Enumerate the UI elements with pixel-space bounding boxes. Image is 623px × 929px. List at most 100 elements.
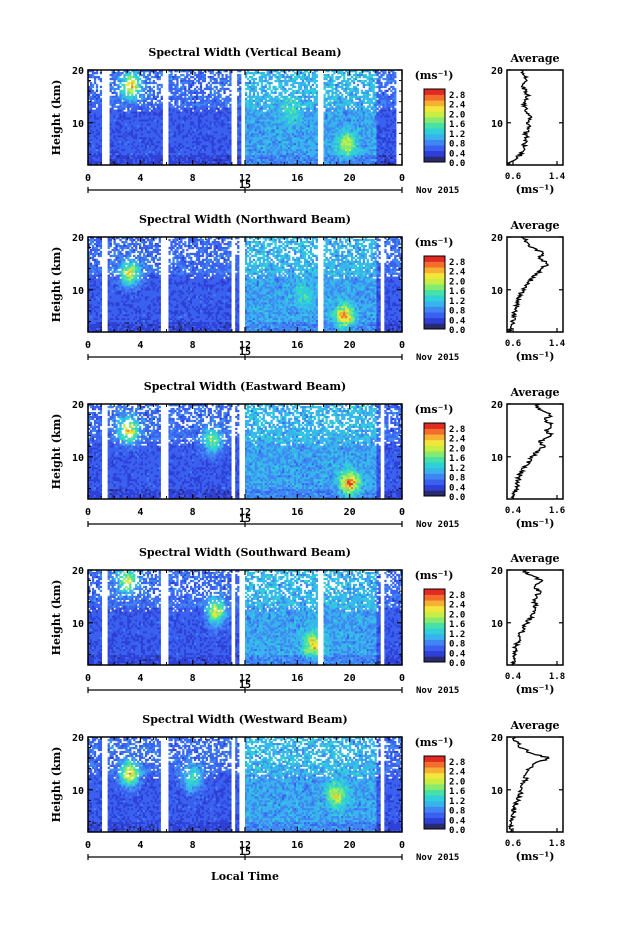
heatmap-cell (139, 133, 142, 136)
heatmap-cell (339, 81, 342, 85)
heatmap-cell (129, 73, 132, 77)
heatmap-cell (119, 151, 122, 154)
heatmap-cell (184, 103, 187, 106)
heatmap-cell (109, 131, 112, 134)
heatmap-cell (197, 143, 201, 146)
heatmap-cell (89, 103, 93, 106)
heatmap-cell (158, 75, 161, 79)
heatmap-cell (299, 153, 303, 156)
heatmap-cell (139, 113, 142, 116)
heatmap-cell (294, 111, 297, 114)
heatmap-cell (131, 79, 134, 83)
heatmap-cell (160, 147, 163, 150)
heatmap-cell (97, 77, 101, 81)
heatmap-cell (117, 139, 120, 142)
heatmap-cell (150, 113, 154, 116)
heatmap-cell (91, 111, 95, 114)
heatmap-cell (221, 147, 224, 150)
heatmap-cell (201, 119, 205, 122)
heatmap-cell (172, 163, 175, 166)
heatmap-cell (174, 145, 177, 148)
heatmap-cell (158, 111, 161, 114)
heatmap-cell (296, 107, 299, 110)
heatmap-cell (325, 105, 328, 108)
heatmap-cell (327, 91, 330, 95)
heatmap-cell (296, 115, 299, 118)
heatmap-cell (223, 101, 226, 104)
heatmap-cell (133, 101, 136, 104)
heatmap-cell (113, 141, 116, 144)
heatmap-cell (343, 119, 346, 122)
heatmap-cell (246, 155, 250, 158)
heatmap-cell (280, 85, 283, 89)
heatmap-cell (215, 127, 218, 130)
heatmap-cell (174, 163, 177, 166)
heatmap-cell (290, 105, 293, 108)
heatmap-cell (313, 161, 316, 164)
heatmap-cell (139, 155, 142, 158)
heatmap-cell (288, 129, 291, 132)
heatmap-cell (223, 117, 226, 120)
heatmap-cell (272, 107, 275, 110)
heatmap-cell (111, 127, 114, 130)
heatmap-cell (123, 73, 126, 77)
heatmap-cell (256, 101, 260, 104)
heatmap-cell (303, 91, 307, 95)
heatmap-cell (270, 145, 273, 148)
heatmap-cell (178, 105, 181, 108)
heatmap-cell (248, 85, 252, 89)
heatmap-cell (203, 145, 207, 148)
heatmap-cell (213, 157, 216, 160)
heatmap-cell (335, 125, 338, 128)
heatmap-cell (311, 137, 314, 140)
heatmap-cell (282, 115, 285, 118)
heatmap-cell (264, 143, 267, 146)
heatmap-cell (331, 145, 334, 148)
heatmap-cell (133, 85, 136, 89)
heatmap-cell (129, 99, 132, 102)
heatmap-cell (119, 113, 122, 116)
heatmap-cell (144, 85, 148, 89)
heatmap-cell (190, 139, 193, 142)
heatmap-cell (250, 137, 254, 140)
heatmap-cell (193, 137, 197, 140)
heatmap-cell (272, 109, 275, 112)
heatmap-cell (219, 149, 222, 152)
heatmap-cell (258, 125, 261, 128)
heatmap-cell (195, 159, 199, 162)
heatmap-cell (168, 143, 171, 146)
heatmap-cell (115, 117, 118, 120)
heatmap-cell (307, 121, 311, 124)
heatmap-cell (119, 79, 122, 83)
heatmap-cell (197, 113, 201, 116)
heatmap-cell (99, 107, 103, 110)
heatmap-cell (184, 143, 187, 146)
heatmap-cell (140, 161, 144, 164)
heatmap-cell (252, 123, 256, 126)
heatmap-cell (180, 107, 183, 110)
heatmap-cell (258, 151, 261, 154)
heatmap-cell (111, 157, 114, 160)
heatmap-cell (337, 147, 340, 150)
heatmap-cell (168, 119, 171, 122)
heatmap-cell (144, 143, 148, 146)
heatmap-cell (246, 99, 250, 102)
heatmap-cell (248, 143, 252, 146)
heatmap-cell (172, 141, 175, 144)
heatmap-cell (125, 149, 128, 152)
heatmap-cell (150, 135, 154, 138)
heatmap-cell (133, 163, 136, 166)
heatmap-cell (227, 135, 230, 138)
heatmap-cell (303, 115, 307, 118)
heatmap-cell (301, 157, 305, 160)
heatmap-cell (297, 153, 301, 156)
heatmap-cell (209, 149, 212, 152)
heatmap-cell (190, 115, 193, 118)
heatmap-cell (109, 109, 112, 112)
heatmap-cell (221, 149, 224, 152)
heatmap-cell (223, 131, 226, 134)
heatmap-cell (140, 81, 144, 85)
heatmap-cell (95, 153, 99, 156)
heatmap-cell (154, 81, 157, 85)
heatmap-cell (337, 70, 340, 73)
